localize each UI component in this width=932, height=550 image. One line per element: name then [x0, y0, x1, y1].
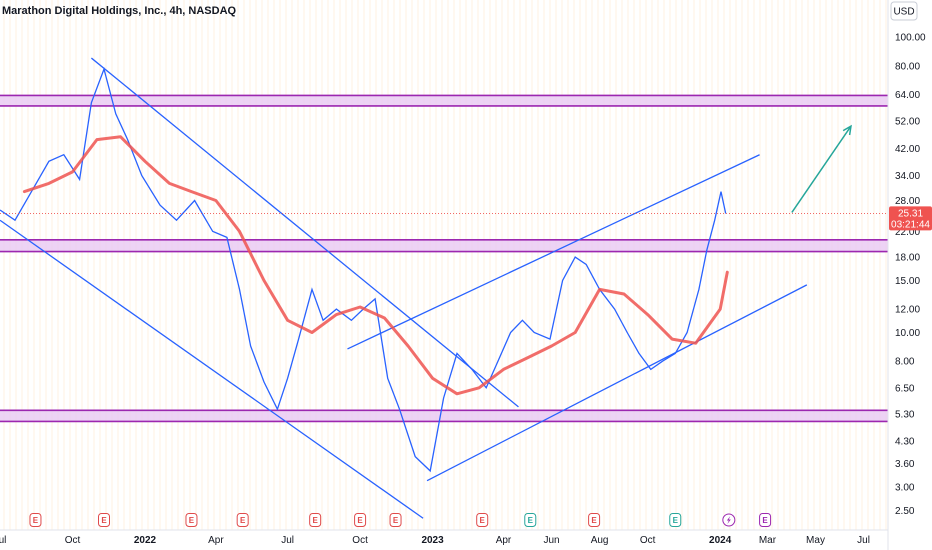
- earnings-event-label: E: [393, 516, 399, 525]
- price-axis[interactable]: [888, 0, 932, 550]
- earnings-event-box: [476, 513, 489, 527]
- x-tick-label: Apr: [496, 535, 512, 546]
- vertical-grid: [3, 0, 887, 530]
- zone-band: [0, 410, 888, 422]
- trendlines: [0, 57, 808, 519]
- y-tick-label: 80.00: [895, 61, 920, 72]
- y-tick-label: 18.00: [895, 253, 920, 264]
- x-tick-label: Oct: [640, 535, 656, 546]
- ascending-channel-upper: [347, 154, 760, 350]
- x-tick-label: Oct: [65, 535, 81, 546]
- earnings-event-label: E: [101, 516, 107, 525]
- y-tick-label: 3.60: [895, 459, 915, 470]
- moving-average-line: [22, 135, 729, 396]
- y-tick-label: 64.00: [895, 90, 920, 101]
- earnings-event-box: [309, 513, 322, 527]
- earnings-event-label: E: [591, 516, 597, 525]
- current-price-tag: 25.31 03:21:44: [889, 206, 932, 231]
- y-tick-label: 5.30: [895, 409, 915, 420]
- earnings-event-label: E: [528, 516, 534, 525]
- earnings-event-box: [185, 513, 198, 527]
- earnings-event-label: E: [313, 516, 319, 525]
- y-tick-label: 10.00: [895, 328, 920, 339]
- y-tick-label: 8.00: [895, 357, 915, 368]
- current-price-value: 25.31: [898, 208, 923, 219]
- earnings-event-box: [759, 513, 772, 527]
- y-tick-label: 12.00: [895, 305, 920, 316]
- y-tick-label: 34.00: [895, 171, 920, 182]
- x-tick-label: May: [806, 535, 825, 546]
- earnings-event-label: E: [189, 516, 195, 525]
- earnings-event-box: [389, 513, 402, 527]
- y-tick-label: 100.00: [895, 33, 926, 44]
- series-layer: [0, 66, 729, 473]
- earnings-event-box: [29, 513, 42, 527]
- y-tick-label: 4.30: [895, 436, 915, 447]
- descending-channel-lower: [0, 219, 424, 519]
- earnings-event-box: [524, 513, 537, 527]
- zone-band: [0, 239, 888, 252]
- support-resistance-zones: [0, 94, 888, 423]
- descending-channel-upper: [90, 57, 519, 408]
- y-tick-label: 28.00: [895, 196, 920, 207]
- earnings-event-label: E: [480, 516, 486, 525]
- x-tick-label: Mar: [759, 535, 777, 546]
- chart-title: Marathon Digital Holdings, Inc., 4h, NAS…: [2, 5, 237, 17]
- earnings-event-box: [669, 513, 682, 527]
- y-tick-label: 3.00: [895, 482, 915, 493]
- x-tick-label: Jul: [857, 535, 870, 546]
- earnings-event-label: E: [240, 516, 246, 525]
- lightning-icon: [726, 516, 731, 524]
- x-tick-label: Jul: [0, 535, 6, 546]
- y-tick-label: 42.00: [895, 144, 920, 155]
- x-tick-labels[interactable]: Jul Oct 2022 Apr Jul Oct 2023 Apr Jun Aug Oct 2024 M…: [0, 535, 870, 546]
- y-tick-label: 52.00: [895, 117, 920, 128]
- x-tick-label: 2023: [421, 535, 444, 546]
- currency-label: USD: [893, 7, 914, 18]
- y-tick-label: 2.50: [895, 506, 915, 517]
- earnings-event-label: E: [762, 516, 768, 525]
- earnings-event-label: E: [33, 516, 39, 525]
- x-tick-label: 2022: [134, 535, 157, 546]
- earnings-event-label: E: [357, 516, 363, 525]
- projection-arrow-head: [842, 124, 852, 136]
- earnings-event-box: [236, 513, 249, 527]
- earnings-event-box: [354, 513, 367, 527]
- y-tick-label: 15.00: [895, 276, 920, 287]
- x-tick-label: Aug: [591, 535, 609, 546]
- earnings-event-box: [588, 513, 601, 527]
- earnings-event-box: [98, 513, 111, 527]
- y-tick-label: 22.00: [895, 227, 920, 238]
- zone-band: [0, 95, 888, 106]
- x-tick-label: Jun: [543, 535, 559, 546]
- ascending-channel-lower: [426, 284, 808, 482]
- x-tick-label: 2024: [709, 535, 732, 546]
- x-tick-label: Jul: [281, 535, 294, 546]
- price-line: [0, 66, 727, 473]
- projection-arrow: [791, 124, 852, 213]
- earnings-event-label: E: [673, 516, 679, 525]
- bar-countdown: 03:21:44: [891, 219, 930, 230]
- x-tick-label: Apr: [208, 535, 224, 546]
- currency-button[interactable]: [890, 1, 918, 21]
- y-tick-label: 6.50: [895, 383, 915, 394]
- y-tick-labels: 100.00 80.00 64.00 52.00 42.00 34.00 28.00 22.0…: [895, 33, 926, 517]
- x-tick-label: Oct: [352, 535, 368, 546]
- projection-arrow-shaft: [791, 125, 852, 213]
